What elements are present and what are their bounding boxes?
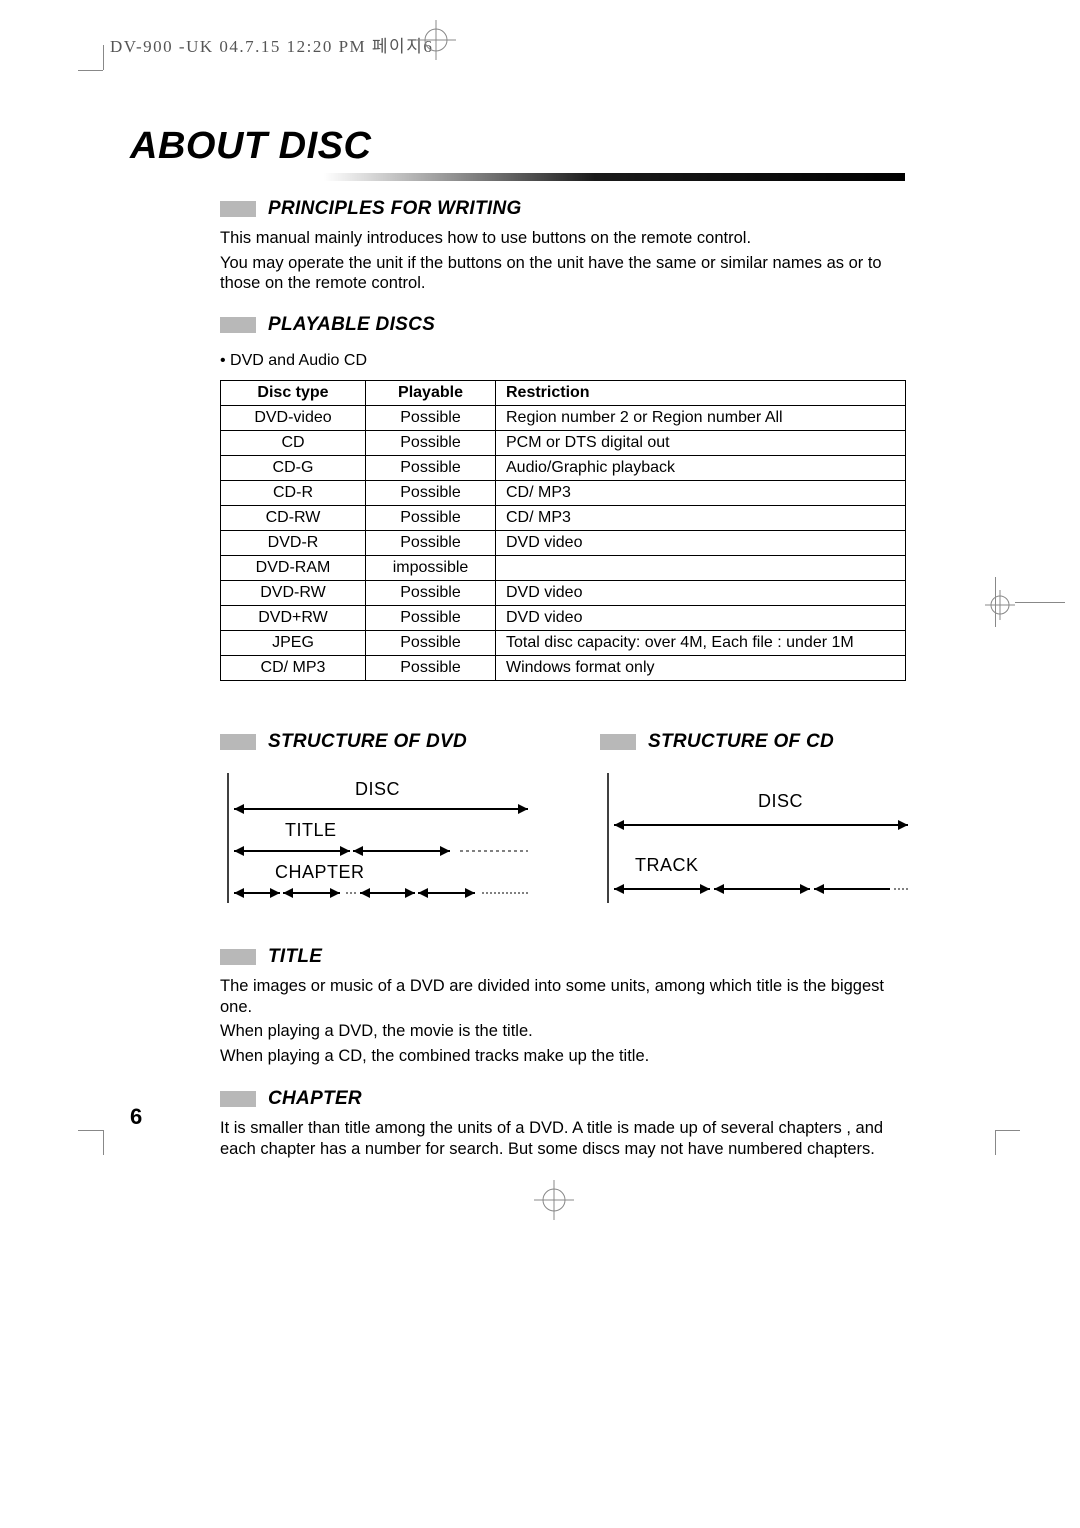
main-title: ABOUT DISC: [130, 125, 371, 168]
table-header: Playable: [366, 380, 496, 405]
track-label: TRACK: [635, 855, 699, 875]
table-cell: Possible: [366, 430, 496, 455]
table-cell: Total disc capacity: over 4M, Each file …: [496, 630, 906, 655]
heading-text: PLAYABLE DISCS: [268, 314, 435, 336]
section-heading-playable: PLAYABLE DISCS: [220, 314, 906, 336]
cd-structure-diagram: DISC TRACK: [600, 773, 920, 903]
content-area: PRINCIPLES FOR WRITING This manual mainl…: [220, 198, 906, 1164]
table-cell: Possible: [366, 505, 496, 530]
table-cell: Possible: [366, 455, 496, 480]
heading-marker-icon: [220, 1091, 256, 1107]
table-row: DVD+RWPossibleDVD video: [221, 605, 906, 630]
table-cell: impossible: [366, 555, 496, 580]
heading-marker-icon: [220, 949, 256, 965]
body-text: This manual mainly introduces how to use…: [220, 228, 906, 249]
dvd-structure-diagram: DISC TITLE CHAPTER: [220, 773, 540, 903]
table-row: CD-RWPossibleCD/ MP3: [221, 505, 906, 530]
table-cell: DVD+RW: [221, 605, 366, 630]
table-cell: CD-R: [221, 480, 366, 505]
table-cell: DVD video: [496, 605, 906, 630]
registration-mark-icon: [985, 590, 1015, 620]
heading-marker-icon: [600, 734, 636, 750]
crop-mark: [995, 1130, 1020, 1131]
table-row: CDPossiblePCM or DTS digital out: [221, 430, 906, 455]
table-cell: Possible: [366, 655, 496, 680]
bullet-text: • DVD and Audio CD: [220, 352, 906, 370]
heading-marker-icon: [220, 317, 256, 333]
body-text: You may operate the unit if the buttons …: [220, 253, 906, 294]
heading-text: STRUCTURE OF DVD: [268, 731, 467, 753]
diagram-dvd: STRUCTURE OF DVD DISC TITLE CHAPTER: [220, 731, 540, 908]
table-row: DVD-videoPossibleRegion number 2 or Regi…: [221, 405, 906, 430]
table-cell: CD-G: [221, 455, 366, 480]
crop-mark: [78, 1130, 103, 1131]
table-cell: Possible: [366, 480, 496, 505]
table-cell: DVD-R: [221, 530, 366, 555]
table-row: CD-RPossibleCD/ MP3: [221, 480, 906, 505]
heading-marker-icon: [220, 734, 256, 750]
diagram-cd: STRUCTURE OF CD DISC TRACK: [600, 731, 920, 908]
registration-mark-icon: [416, 20, 456, 60]
table-row: CD-GPossibleAudio/Graphic playback: [221, 455, 906, 480]
heading-text: PRINCIPLES FOR WRITING: [268, 198, 522, 220]
disc-label: DISC: [355, 779, 400, 799]
table-row: JPEGPossibleTotal disc capacity: over 4M…: [221, 630, 906, 655]
table-cell: JPEG: [221, 630, 366, 655]
playable-table: Disc type Playable Restriction DVD-video…: [220, 380, 906, 681]
page-number: 6: [130, 1104, 142, 1130]
table-cell: Audio/Graphic playback: [496, 455, 906, 480]
table-row: DVD-RWPossibleDVD video: [221, 580, 906, 605]
table-cell: Possible: [366, 630, 496, 655]
table-cell: [496, 555, 906, 580]
table-cell: Possible: [366, 530, 496, 555]
section-heading-title: TITLE: [220, 946, 906, 968]
chapter-label: CHAPTER: [275, 862, 365, 882]
title-underline: [130, 173, 905, 181]
table-cell: DVD-RAM: [221, 555, 366, 580]
table-row: DVD-RAMimpossible: [221, 555, 906, 580]
table-cell: CD/ MP3: [496, 480, 906, 505]
table-row: CD/ MP3PossibleWindows format only: [221, 655, 906, 680]
section-heading-chapter: CHAPTER: [220, 1088, 906, 1110]
crop-mark: [103, 45, 104, 70]
heading-text: TITLE: [268, 946, 322, 968]
diagrams-row: STRUCTURE OF DVD DISC TITLE CHAPTER: [220, 731, 906, 908]
heading-text: STRUCTURE OF CD: [648, 731, 834, 753]
table-header: Restriction: [496, 380, 906, 405]
registration-mark-icon: [534, 1180, 574, 1220]
table-row: DVD-RPossibleDVD video: [221, 530, 906, 555]
table-cell: Possible: [366, 605, 496, 630]
table-cell: PCM or DTS digital out: [496, 430, 906, 455]
heading-text: CHAPTER: [268, 1088, 362, 1110]
table-cell: DVD-video: [221, 405, 366, 430]
title-label: TITLE: [285, 820, 337, 840]
crop-mark: [78, 70, 103, 71]
section-heading-principles: PRINCIPLES FOR WRITING: [220, 198, 906, 220]
disc-label: DISC: [758, 791, 803, 811]
table-cell: CD: [221, 430, 366, 455]
body-text: When playing a CD, the combined tracks m…: [220, 1046, 906, 1067]
crop-mark: [1015, 602, 1065, 603]
table-cell: CD-RW: [221, 505, 366, 530]
table-cell: Region number 2 or Region number All: [496, 405, 906, 430]
table-cell: Possible: [366, 405, 496, 430]
table-cell: DVD-RW: [221, 580, 366, 605]
body-text: When playing a DVD, the movie is the tit…: [220, 1021, 906, 1042]
body-text: It is smaller than title among the units…: [220, 1118, 906, 1159]
crop-mark: [103, 1130, 104, 1155]
table-header: Disc type: [221, 380, 366, 405]
table-cell: Possible: [366, 580, 496, 605]
body-text: The images or music of a DVD are divided…: [220, 976, 906, 1017]
page-header: DV-900 -UK 04.7.15 12:20 PM 페이지6: [110, 32, 433, 57]
table-cell: CD/ MP3: [221, 655, 366, 680]
table-cell: DVD video: [496, 580, 906, 605]
table-cell: DVD video: [496, 530, 906, 555]
crop-mark: [995, 1130, 996, 1155]
table-cell: Windows format only: [496, 655, 906, 680]
heading-marker-icon: [220, 201, 256, 217]
table-cell: CD/ MP3: [496, 505, 906, 530]
